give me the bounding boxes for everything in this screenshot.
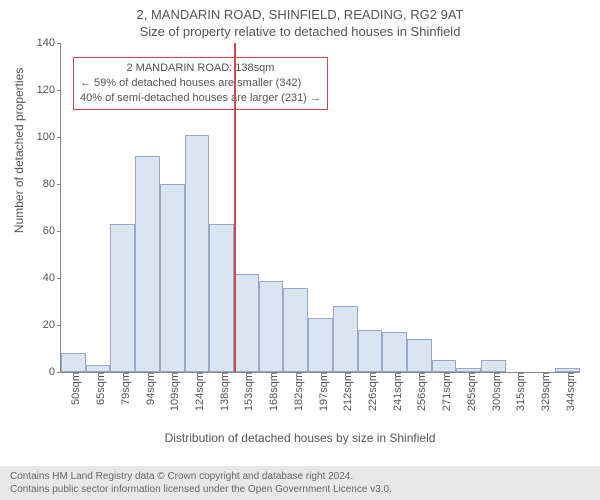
footer: Contains HM Land Registry data © Crown c… (0, 466, 600, 500)
annotation-line1: 2 MANDARIN ROAD: 138sqm (80, 61, 321, 76)
histogram-bar (234, 274, 259, 373)
xtick-mark (246, 372, 247, 376)
xtick-label: 182sqm (287, 372, 305, 411)
histogram-bar (283, 288, 308, 373)
xtick-mark (419, 372, 420, 376)
xtick-label: 109sqm (163, 372, 181, 411)
xtick-mark (345, 372, 346, 376)
histogram-bar (110, 224, 135, 372)
histogram-bar (185, 135, 210, 372)
xtick-mark (123, 372, 124, 376)
ytick-mark (57, 90, 61, 91)
xtick-mark (518, 372, 519, 376)
plot-region: 2 MANDARIN ROAD: 138sqm ← 59% of detache… (60, 43, 580, 373)
xtick-label: 271sqm (435, 372, 453, 411)
xtick-mark (395, 372, 396, 376)
marker-line (234, 43, 236, 372)
xtick-mark (469, 372, 470, 376)
histogram-bar (333, 306, 358, 372)
xtick-mark (98, 372, 99, 376)
xtick-label: 197sqm (312, 372, 330, 411)
annotation-line2: ← 59% of detached houses are smaller (34… (80, 76, 321, 91)
xtick-label: 65sqm (89, 372, 107, 405)
annotation-box: 2 MANDARIN ROAD: 138sqm ← 59% of detache… (73, 57, 328, 110)
ytick-mark (57, 325, 61, 326)
xtick-label: 124sqm (188, 372, 206, 411)
xtick-mark (148, 372, 149, 376)
xtick-mark (444, 372, 445, 376)
xtick-label: 241sqm (386, 372, 404, 411)
ytick-mark (57, 184, 61, 185)
ytick-mark (57, 372, 61, 373)
xtick-mark (222, 372, 223, 376)
xtick-mark (73, 372, 74, 376)
histogram-bar (160, 184, 185, 372)
histogram-bar (259, 281, 284, 373)
footer-line1: Contains HM Land Registry data © Crown c… (10, 470, 590, 483)
xtick-mark (568, 372, 569, 376)
xtick-label: 226sqm (361, 372, 379, 411)
xtick-mark (370, 372, 371, 376)
xtick-label: 94sqm (139, 372, 157, 405)
chart-area: 2 MANDARIN ROAD: 138sqm ← 59% of detache… (60, 43, 580, 373)
xtick-mark (296, 372, 297, 376)
xtick-label: 153sqm (237, 372, 255, 411)
histogram-bar (209, 224, 234, 372)
x-axis-label: Distribution of detached houses by size … (0, 431, 600, 445)
ytick-mark (57, 231, 61, 232)
xtick-mark (321, 372, 322, 376)
histogram-bar (407, 339, 432, 372)
annotation-line3: 40% of semi-detached houses are larger (… (80, 91, 321, 106)
xtick-label: 344sqm (559, 372, 577, 411)
xtick-mark (197, 372, 198, 376)
histogram-bar (481, 360, 506, 372)
xtick-label: 79sqm (114, 372, 132, 405)
xtick-mark (543, 372, 544, 376)
xtick-label: 315sqm (509, 372, 527, 411)
ytick-mark (57, 278, 61, 279)
xtick-label: 256sqm (410, 372, 428, 411)
histogram-bar (358, 330, 383, 372)
xtick-mark (271, 372, 272, 376)
xtick-mark (172, 372, 173, 376)
chart-title: 2, MANDARIN ROAD, SHINFIELD, READING, RG… (0, 0, 600, 24)
xtick-label: 50sqm (64, 372, 82, 405)
ytick-mark (57, 137, 61, 138)
xtick-label: 138sqm (213, 372, 231, 411)
xtick-label: 285sqm (460, 372, 478, 411)
xtick-mark (494, 372, 495, 376)
footer-line2: Contains public sector information licen… (10, 483, 590, 496)
y-axis-label: Number of detached properties (12, 68, 26, 233)
xtick-label: 300sqm (485, 372, 503, 411)
xtick-label: 212sqm (336, 372, 354, 411)
histogram-bar (61, 353, 86, 372)
histogram-bar (432, 360, 457, 372)
histogram-bar (308, 318, 333, 372)
histogram-bar (135, 156, 160, 372)
xtick-label: 329sqm (534, 372, 552, 411)
ytick-mark (57, 43, 61, 44)
histogram-bar (382, 332, 407, 372)
chart-subtitle: Size of property relative to detached ho… (0, 24, 600, 39)
xtick-label: 168sqm (262, 372, 280, 411)
